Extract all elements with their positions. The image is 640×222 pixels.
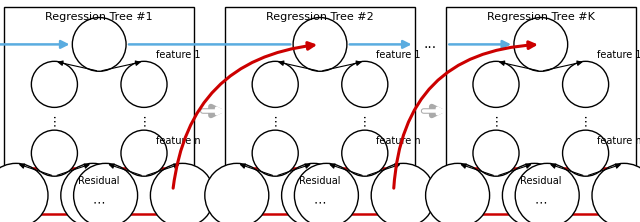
Ellipse shape [252, 61, 298, 107]
Ellipse shape [0, 163, 48, 222]
Bar [225, 7, 415, 213]
Ellipse shape [31, 61, 77, 107]
Text: ⋯: ⋯ [93, 196, 106, 209]
Ellipse shape [121, 61, 167, 107]
Ellipse shape [294, 163, 358, 222]
Ellipse shape [252, 130, 298, 176]
Ellipse shape [563, 130, 609, 176]
Bar [446, 7, 636, 213]
Ellipse shape [342, 130, 388, 176]
Ellipse shape [563, 61, 609, 107]
Ellipse shape [502, 163, 566, 222]
Ellipse shape [205, 163, 269, 222]
Ellipse shape [473, 130, 519, 176]
Ellipse shape [293, 18, 347, 71]
Text: ⋯: ⋯ [534, 196, 547, 209]
Ellipse shape [74, 163, 138, 222]
Ellipse shape [31, 130, 77, 176]
Ellipse shape [61, 163, 125, 222]
Bar [240, 168, 400, 214]
Ellipse shape [342, 61, 388, 107]
Ellipse shape [592, 163, 640, 222]
Text: ...: ... [424, 37, 437, 52]
Ellipse shape [514, 18, 568, 71]
Text: Regression Tree #2: Regression Tree #2 [266, 12, 374, 22]
Text: feature 1: feature 1 [597, 50, 640, 61]
Ellipse shape [121, 130, 167, 176]
Text: Residual: Residual [300, 176, 340, 186]
Bar [4, 7, 194, 213]
Text: Regression Tree #1: Regression Tree #1 [45, 12, 153, 22]
Text: ⋯: ⋯ [138, 114, 150, 126]
Text: ⋯: ⋯ [269, 114, 282, 126]
Ellipse shape [473, 61, 519, 107]
Bar [461, 168, 621, 214]
Text: ⋯: ⋯ [490, 114, 502, 126]
Text: feature n: feature n [376, 136, 421, 146]
Ellipse shape [282, 163, 346, 222]
Text: ⋯: ⋯ [314, 196, 326, 209]
Text: Regression Tree #K: Regression Tree #K [487, 12, 595, 22]
Ellipse shape [150, 163, 214, 222]
Text: feature 1: feature 1 [376, 50, 421, 61]
Ellipse shape [426, 163, 490, 222]
Text: feature n: feature n [156, 136, 200, 146]
Text: Residual: Residual [520, 176, 561, 186]
Ellipse shape [72, 18, 126, 71]
Text: ⋯: ⋯ [579, 114, 592, 126]
Bar [19, 168, 179, 214]
Ellipse shape [515, 163, 579, 222]
Text: Residual: Residual [79, 176, 120, 186]
Text: ⋯: ⋯ [48, 114, 61, 126]
Text: ⋯: ⋯ [358, 114, 371, 126]
Text: feature n: feature n [597, 136, 640, 146]
Text: feature 1: feature 1 [156, 50, 200, 61]
Ellipse shape [371, 163, 435, 222]
